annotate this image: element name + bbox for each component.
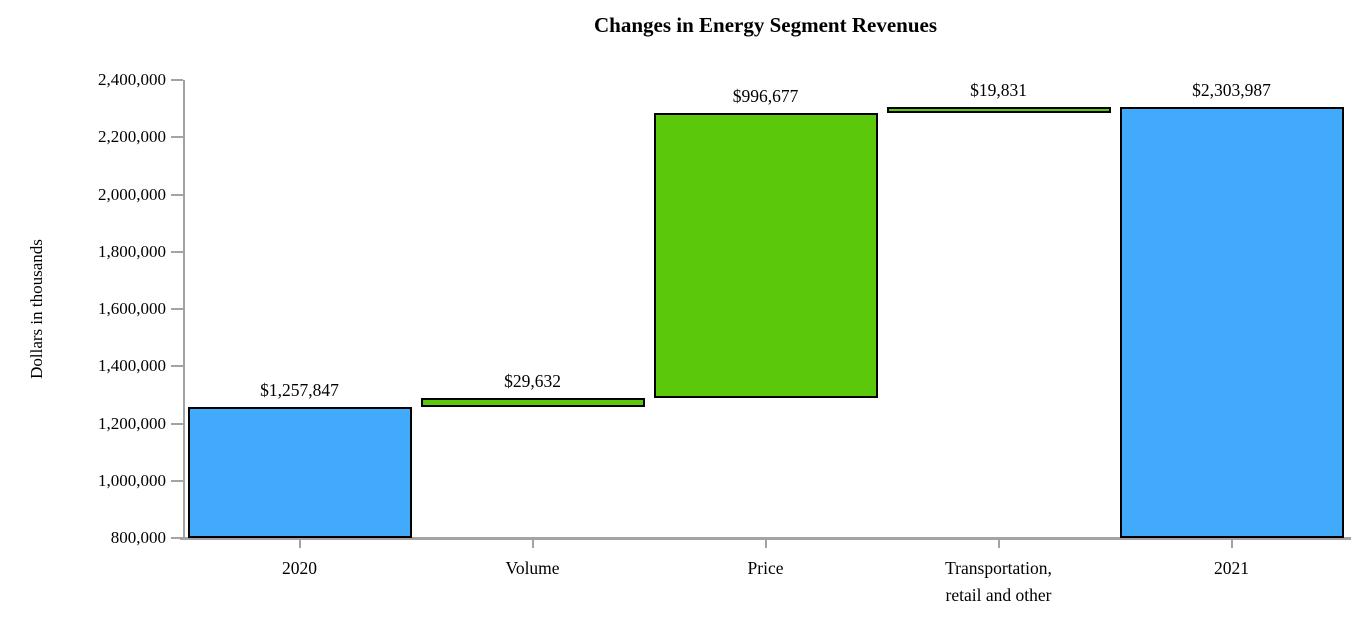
y-tick-mark <box>171 79 183 81</box>
y-tick-label: 800,000 <box>110 528 166 547</box>
y-tick-label: 1,000,000 <box>98 470 166 490</box>
y-tick-label: 2,000,000 <box>98 184 166 204</box>
bar-value-label: $29,632 <box>504 371 561 392</box>
y-axis-line <box>183 80 185 540</box>
bar-price <box>653 113 878 399</box>
x-axis-line <box>180 537 1351 540</box>
x-tick-mark <box>298 539 301 548</box>
bar-2021 <box>1119 107 1344 538</box>
y-tick-mark <box>171 537 183 539</box>
y-tick-mark <box>171 250 183 253</box>
y-tick-mark <box>171 365 183 368</box>
y-tick-label: 1,600,000 <box>98 299 166 318</box>
x-axis-label: Price <box>747 558 784 578</box>
x-tick-mark <box>997 539 1000 548</box>
y-tick-mark <box>171 193 183 196</box>
bar-value-label: $19,831 <box>970 80 1027 101</box>
x-axis-label: Transportation, retail and other <box>945 558 1052 605</box>
y-tick-label: 1,400,000 <box>98 356 166 376</box>
y-tick-label: 2,200,000 <box>98 127 166 147</box>
x-tick-mark <box>764 539 767 548</box>
bar-value-label: $2,303,987 <box>1192 80 1271 101</box>
y-tick-mark <box>171 136 183 139</box>
y-tick-mark <box>171 308 183 310</box>
y-tick-mark <box>171 479 183 482</box>
bar-2020 <box>187 406 412 538</box>
y-tick-label: 2,400,000 <box>98 70 166 89</box>
bar-transportation-retail-and-other <box>886 107 1111 114</box>
x-tick-mark <box>531 539 534 548</box>
x-axis-label: 2020 <box>282 558 317 578</box>
y-tick-label: 1,800,000 <box>98 241 166 261</box>
bar-value-label: $996,677 <box>732 86 799 107</box>
bar-volume <box>420 398 645 407</box>
x-axis-label: Volume <box>505 558 560 578</box>
y-tick-mark <box>171 422 183 425</box>
chart-title: Changes in Energy Segment Revenues <box>593 13 937 37</box>
bar-value-label: $1,257,847 <box>260 379 339 400</box>
x-axis-label: 2021 <box>1214 558 1249 578</box>
y-tick-label: 1,200,000 <box>98 413 166 433</box>
x-tick-mark <box>1230 539 1233 548</box>
